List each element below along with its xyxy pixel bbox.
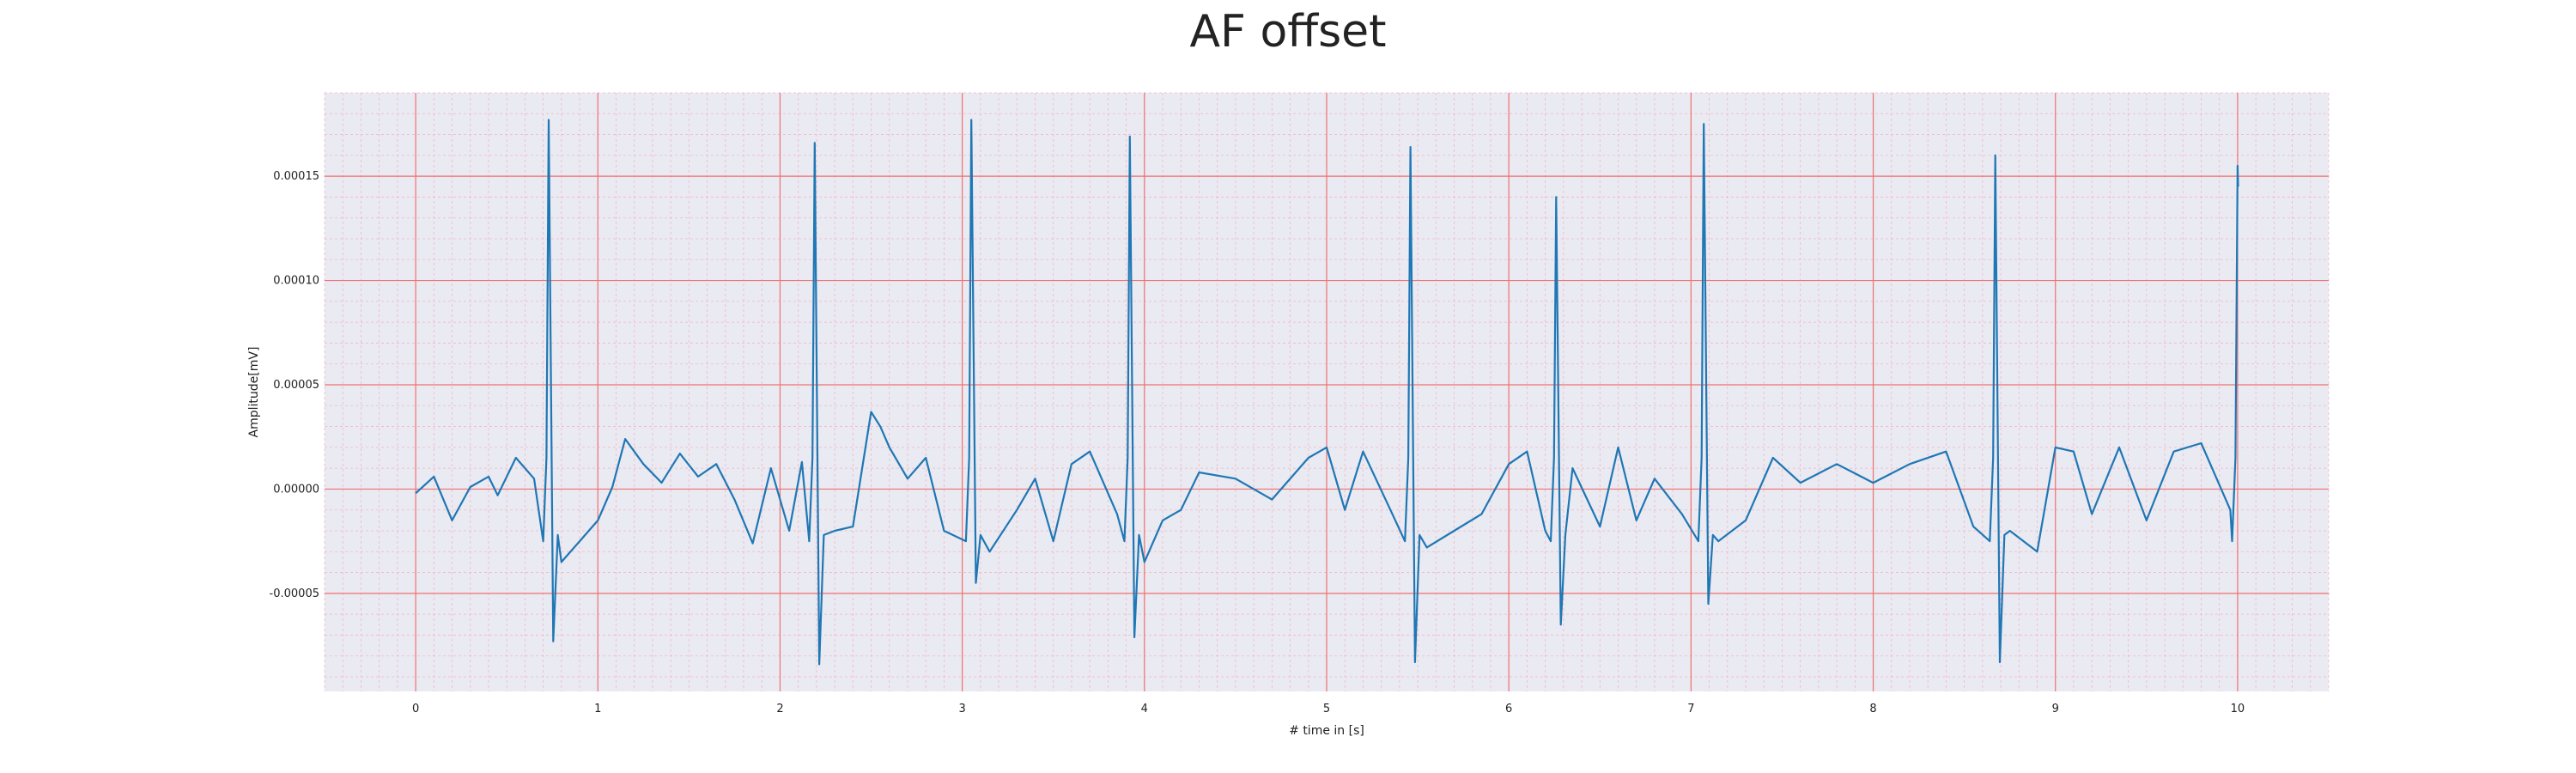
x-tick-label: 5 [1323,703,1330,715]
y-tick-label: -0.00005 [270,587,319,600]
x-tick-label: 7 [1687,703,1694,715]
x-tick-label: 1 [594,703,601,715]
y-tick-label: 0.00005 [273,379,319,392]
y-tick-label: 0.00000 [273,483,319,496]
x-tick-label: 3 [958,703,965,715]
x-tick-label: 2 [776,703,783,715]
x-tick-label: 9 [2052,703,2059,715]
x-tick-label: 10 [2231,703,2245,715]
chart-title: AF offset [1189,6,1387,58]
x-tick-label: 0 [412,703,419,715]
x-tick-label: 4 [1141,703,1148,715]
y-tick-label: 0.00015 [273,170,319,183]
y-axis-label: Amplitude[mV] [247,347,261,438]
x-axis-label: # time in [s] [1289,724,1364,738]
y-tick-label: 0.00010 [273,275,319,288]
x-tick-label: 8 [1869,703,1876,715]
series-line [415,119,2239,666]
y-tick-labels: -0.00005 0.00000 0.00005 0.00010 0.00015 [270,170,319,600]
x-tick-labels: 0 1 2 3 4 5 6 7 8 9 10 [412,703,2245,715]
x-tick-label: 6 [1505,703,1512,715]
series-layer [415,119,2239,666]
